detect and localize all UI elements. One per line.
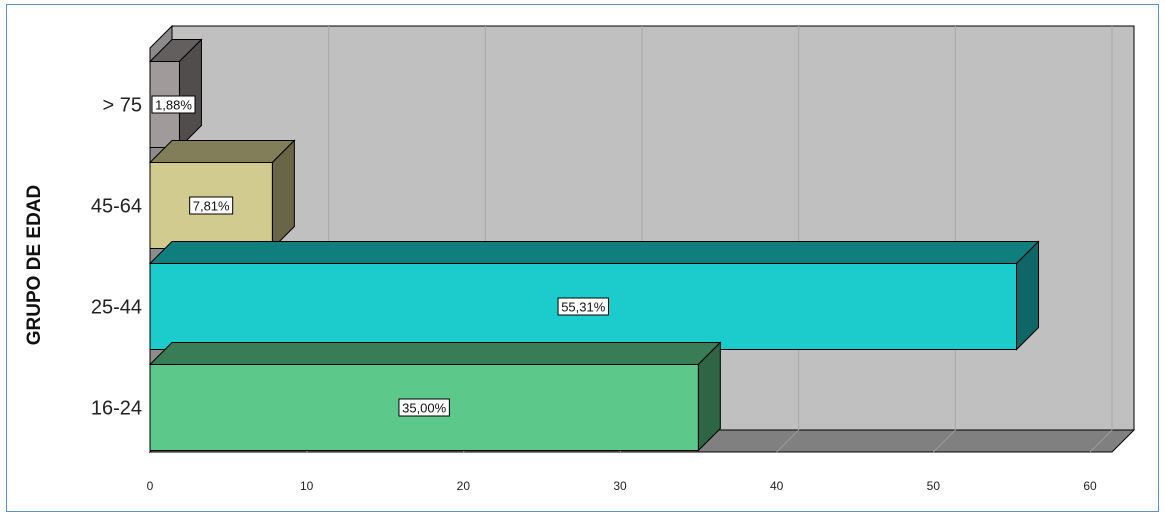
x-tick-label: 10 — [300, 479, 314, 493]
data-label: 7,81% — [193, 199, 230, 214]
y-category-label: 16-24 — [91, 398, 142, 420]
data-label-box — [189, 196, 234, 215]
y-axis-title: GRUPO DE EDAD — [24, 185, 45, 345]
floor-gridline — [932, 429, 956, 453]
x-tick-label: 0 — [147, 479, 154, 493]
data-label: 1,88% — [155, 98, 192, 113]
y-category-label: 45-64 — [91, 196, 142, 218]
x-tick-label: 60 — [1083, 479, 1097, 493]
floor-gridline — [1089, 429, 1113, 453]
x-tick-label: 50 — [927, 479, 941, 493]
data-label-box — [557, 297, 609, 316]
x-tick-label: 30 — [613, 479, 627, 493]
data-label: 35,00% — [402, 401, 447, 416]
data-label-box — [398, 398, 450, 417]
data-label: 55,31% — [561, 300, 606, 315]
y-category-label: 25-44 — [91, 297, 142, 319]
y-category-label: > 75 — [103, 95, 142, 117]
x-tick-label: 40 — [770, 479, 784, 493]
data-label-box — [151, 95, 196, 114]
floor-gridline — [776, 429, 800, 453]
x-tick-label: 20 — [457, 479, 471, 493]
bar-top-face — [148, 342, 722, 365]
bar-top-face — [148, 241, 1040, 264]
bar-top-face — [148, 140, 296, 163]
